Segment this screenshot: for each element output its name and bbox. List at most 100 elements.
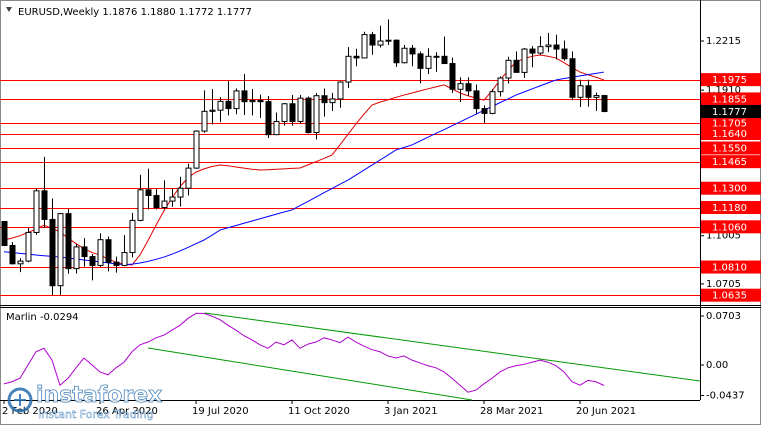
candle-body [289, 103, 296, 122]
candle-body [129, 219, 136, 254]
candle-body [505, 59, 512, 79]
candle-body [209, 109, 216, 112]
level-label: 1.1180 [712, 203, 747, 214]
indicator-line [3, 312, 605, 393]
indicator-title: Marlin -0.0294 [6, 312, 79, 323]
logo [7, 387, 33, 413]
candle-body [473, 90, 480, 110]
candle-body [49, 218, 56, 287]
candle-body [9, 244, 16, 265]
candle-body [161, 200, 168, 209]
candle-body [105, 239, 112, 263]
level-label: 1.1300 [712, 184, 747, 195]
watermark: instaforex Instant Forex Trading [7, 383, 163, 421]
y-tick-label: 1.1910 [706, 85, 741, 96]
candle-body [41, 190, 48, 220]
candle-body [225, 100, 232, 110]
candle-body [193, 130, 200, 169]
level-box [701, 73, 761, 87]
candle-body [321, 95, 328, 104]
candle-body [449, 63, 456, 90]
candle-body [97, 239, 104, 266]
y-tick-label: 1.0705 [706, 279, 741, 290]
moving-average [3, 54, 605, 266]
y-tick-label: 1.1005 [706, 231, 741, 242]
candle-body [65, 213, 72, 270]
y-tick-label: -0.0437 [706, 390, 745, 401]
level-label: 1.1975 [712, 75, 747, 86]
candle-body [153, 194, 160, 209]
candle-body [257, 100, 264, 103]
candle-body [569, 58, 576, 98]
candle-body [241, 90, 248, 103]
candle-body [361, 34, 368, 59]
candle-body [313, 95, 320, 134]
brand: instaforex [36, 383, 162, 408]
candle-body [377, 40, 384, 46]
candle-body [465, 83, 472, 92]
candle-body [169, 196, 176, 202]
candle-body [409, 47, 416, 55]
level-box [701, 181, 761, 195]
candle-body [425, 55, 432, 69]
candle-body [89, 256, 96, 266]
candle-body [17, 260, 24, 265]
candle-body [201, 110, 208, 132]
candle-body [593, 95, 600, 98]
candle-body [121, 252, 128, 266]
x-tick-label: 3 Jan 2021 [384, 406, 438, 417]
candle-body [457, 83, 464, 90]
candle-body [577, 85, 584, 98]
candle-body [33, 190, 40, 233]
current-price-box [701, 104, 761, 118]
candle-body [513, 59, 520, 73]
candle-body [521, 48, 528, 73]
candle-body [345, 55, 352, 83]
y-tick-label: 1.2215 [706, 36, 741, 47]
candle-body [401, 47, 408, 64]
x-tick-label: 28 Mar 2021 [480, 406, 543, 417]
candle-body [265, 101, 272, 136]
level-label: 1.1550 [712, 143, 747, 154]
candle-body [385, 39, 392, 42]
moving-average [3, 71, 605, 266]
level-box [701, 92, 761, 106]
candle-body [57, 213, 64, 287]
x-tick-label: 2 Feb 2020 [2, 406, 58, 417]
candle-body [393, 39, 400, 64]
candle-body [233, 90, 240, 110]
candle-body [73, 246, 80, 270]
candle-body [81, 246, 88, 258]
candle-body [417, 53, 424, 69]
tagline: Instant Forex Trading [38, 408, 154, 421]
candle-body [433, 55, 440, 58]
candle-body [481, 108, 488, 114]
candle-body [177, 187, 184, 198]
x-tick-label: 19 Jul 2020 [192, 406, 249, 417]
candle-body [601, 95, 608, 112]
level-label: 1.1060 [712, 222, 747, 233]
candle-body [545, 44, 552, 48]
candle-body [353, 55, 360, 59]
level-label: 1.1855 [712, 94, 747, 105]
candle-body [145, 189, 152, 196]
candle-body [185, 167, 192, 189]
level-box [701, 116, 761, 130]
level-label: 1.1640 [712, 129, 747, 140]
candle-body [585, 85, 592, 98]
y-tick-label: 0.00 [706, 360, 728, 371]
level-box [701, 260, 761, 274]
candle-body [113, 261, 120, 266]
candle-body [1, 221, 8, 246]
candle-body [249, 100, 256, 103]
level-box [701, 155, 761, 169]
plot-area: 1.2215 1.1910 1.1005 1.0705 0.0703 0.00 -0.043… [0, 19, 745, 401]
candle-body [329, 98, 336, 104]
current-price-label: 1.1777 [712, 107, 747, 118]
symbol-icon [6, 7, 12, 12]
candle-body [305, 97, 312, 134]
candle-body [489, 91, 496, 114]
